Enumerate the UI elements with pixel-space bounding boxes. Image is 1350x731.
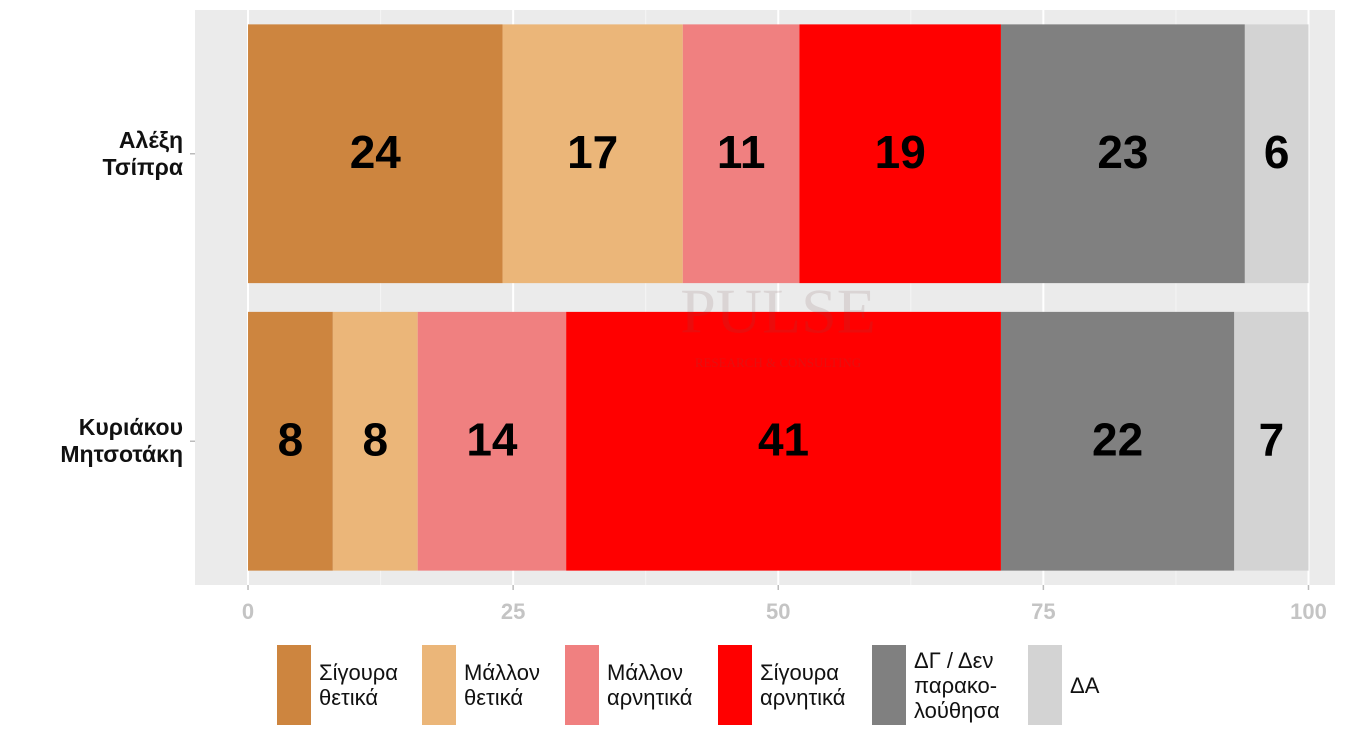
value-label: 22 [1092, 413, 1143, 465]
legend-swatch [422, 645, 456, 725]
legend-swatch [872, 645, 906, 725]
x-tick-label: 25 [501, 599, 525, 624]
bar-segment [1000, 311, 1235, 571]
bar-segment [1244, 24, 1309, 284]
watermark-title: PULSE [680, 276, 876, 347]
legend-item: ΔΑ [1028, 645, 1099, 725]
value-label: 8 [278, 413, 304, 465]
legend-label: ΔΑ [1070, 672, 1100, 698]
value-label: 6 [1264, 126, 1290, 178]
legend-label: Σίγουρα θετικά [319, 660, 398, 710]
legend-item: ΔΓ / Δεν παρακο- λούθησα [872, 645, 1000, 725]
x-tick-label: 75 [1031, 599, 1055, 624]
y-tick-label: Αλέξη Τσίπρα [102, 126, 183, 180]
bar-segment [332, 311, 418, 571]
bar-segment [799, 24, 1001, 284]
value-label: 14 [466, 413, 518, 465]
legend-item: Σίγουρα αρνητικά [718, 645, 846, 725]
value-label: 19 [875, 126, 926, 178]
bar-segment [248, 24, 503, 284]
bar-segment [1234, 311, 1309, 571]
bar-segment [682, 24, 800, 284]
bar-segment [1000, 24, 1245, 284]
bar-segment [566, 311, 1001, 571]
x-tick-label: 0 [242, 599, 254, 624]
legend-item: Σίγουρα θετικά [277, 645, 398, 725]
bar-segment [417, 311, 567, 571]
legend-swatch [718, 645, 752, 725]
legend-label: Μάλλον θετικά [464, 660, 540, 710]
y-tick-label: Κυριάκου Μητσοτάκη [60, 414, 183, 468]
value-label: 11 [717, 126, 766, 178]
legend-label: Μάλλον αρνητικά [607, 660, 693, 710]
legend-swatch [1028, 645, 1062, 725]
legend-swatch [565, 645, 599, 725]
value-label: 24 [350, 126, 402, 178]
bar-segment [248, 311, 333, 571]
legend-item: Μάλλον αρνητικά [565, 645, 693, 725]
value-label: 8 [362, 413, 388, 465]
legend-item: Μάλλον θετικά [422, 645, 540, 725]
bar-segment [502, 24, 683, 284]
watermark-subtitle: RESEARCH & CONSULTING [695, 355, 861, 370]
x-tick-label: 50 [766, 599, 790, 624]
value-label: 23 [1097, 126, 1148, 178]
legend-swatch [277, 645, 311, 725]
value-label: 41 [758, 413, 809, 465]
value-label: 7 [1259, 413, 1285, 465]
legend-label: ΔΓ / Δεν παρακο- λούθησα [914, 647, 1000, 723]
legend-label: Σίγουρα αρνητικά [760, 660, 846, 710]
x-tick-label: 100 [1290, 599, 1327, 624]
value-label: 17 [567, 126, 618, 178]
